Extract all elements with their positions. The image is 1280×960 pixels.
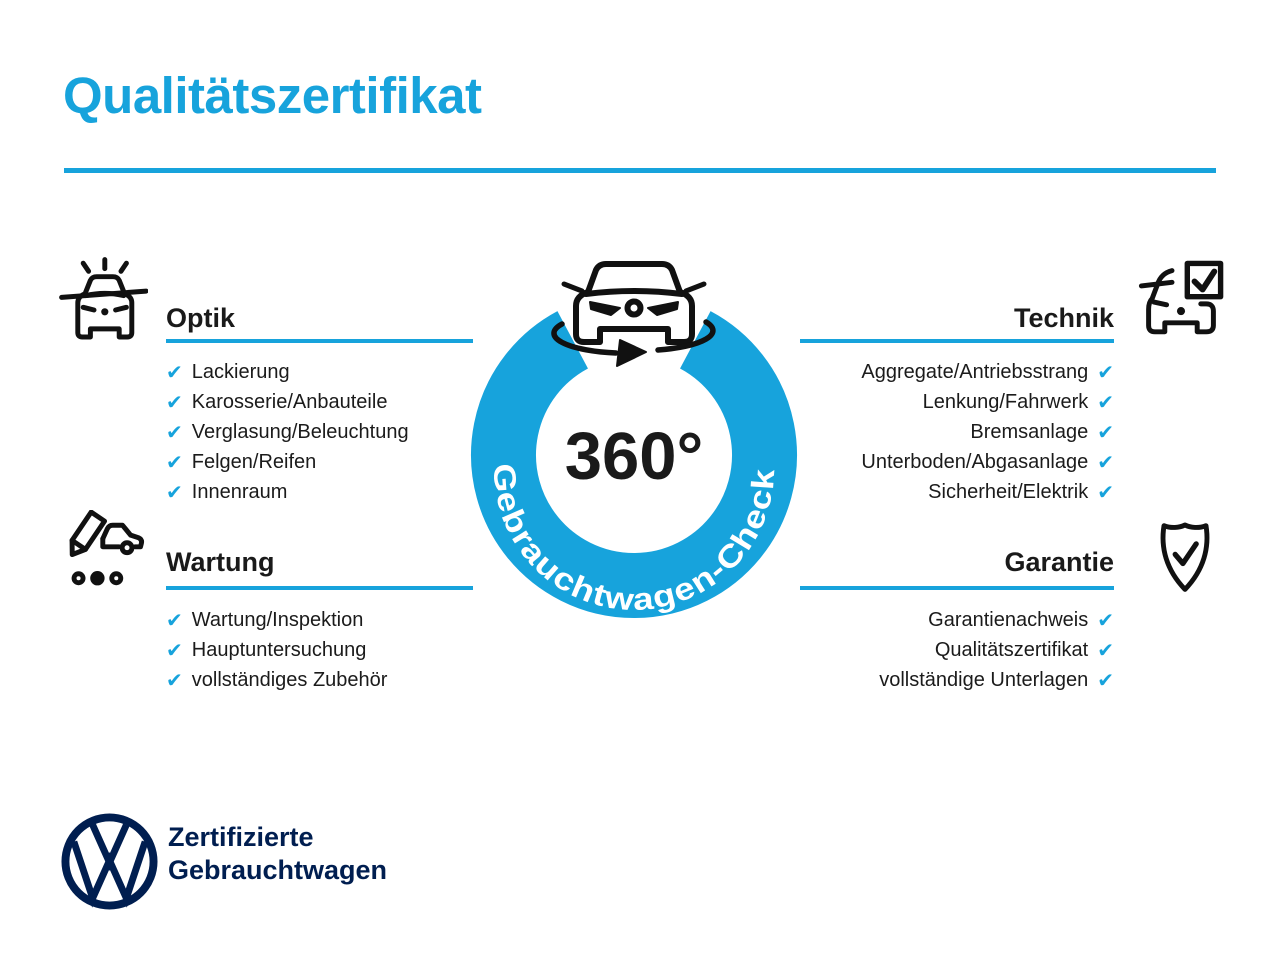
item-label: vollständige Unterlagen (879, 668, 1089, 691)
checklist-item: Bremsanlage ✔ (800, 417, 1114, 447)
item-label: Karosserie/Anbauteile (191, 390, 388, 413)
badge-ring (471, 311, 797, 618)
car-rotate-icon (551, 261, 716, 367)
checklist-item: ✔ Felgen/Reifen (166, 447, 409, 477)
item-label: Innenraum (191, 480, 288, 503)
title-divider (64, 168, 1216, 173)
footer-tagline-line1: Zertifizierte (168, 822, 314, 852)
shiny-car-icon (59, 257, 148, 340)
check-icon: ✔ (1097, 638, 1114, 662)
check-icon: ✔ (166, 450, 183, 474)
checklist-item: Garantienachweis ✔ (800, 605, 1114, 635)
checklist-garantie: Garantienachweis ✔ Qualitätszertifikat ✔… (800, 605, 1114, 695)
check-icon: ✔ (1097, 360, 1114, 384)
vw-logo (61, 813, 158, 910)
checklist-item: vollständige Unterlagen ✔ (800, 665, 1114, 695)
check-icon: ✔ (166, 420, 183, 444)
check-icon: ✔ (1097, 480, 1114, 504)
check-icon: ✔ (1097, 608, 1114, 632)
checklist-item: ✔ Karosserie/Anbauteile (166, 387, 409, 417)
item-label: Sicherheit/Elektrik (928, 480, 1089, 503)
check-icon: ✔ (1097, 668, 1114, 692)
checklist-optik: ✔ Lackierung ✔ Karosserie/Anbauteile ✔ V… (166, 357, 409, 507)
section-underline-optik (166, 339, 473, 343)
shield-check-icon (1160, 522, 1210, 592)
checklist-item: ✔ Wartung/Inspektion (166, 605, 387, 635)
check-icon: ✔ (166, 390, 183, 414)
section-title-optik: Optik (166, 303, 236, 333)
item-label: Qualitätszertifikat (934, 638, 1089, 661)
badge-degree-label: 360° (565, 419, 704, 494)
item-label: Felgen/Reifen (191, 450, 317, 473)
item-label: Garantienachweis (928, 608, 1089, 631)
item-label: Lenkung/Fahrwerk (922, 390, 1089, 413)
section-title-technik: Technik (1013, 303, 1114, 333)
check-icon: ✔ (166, 668, 183, 692)
section-title-garantie: Garantie (1004, 547, 1114, 577)
checklist-item: ✔ Hauptuntersuchung (166, 635, 387, 665)
check-icon: ✔ (1097, 450, 1114, 474)
checklist-wartung: ✔ Wartung/Inspektion ✔ Hauptuntersuchung… (166, 605, 387, 695)
section-title-wartung: Wartung (166, 547, 275, 577)
checklist-item: Lenkung/Fahrwerk ✔ (800, 387, 1114, 417)
checklist-technik: Aggregate/Antriebsstrang ✔ Lenkung/Fahrw… (800, 357, 1114, 507)
check-icon: ✔ (1097, 390, 1114, 414)
checklist-item: Sicherheit/Elektrik ✔ (800, 477, 1114, 507)
service-note-icon (69, 510, 145, 586)
check-icon: ✔ (1097, 420, 1114, 444)
footer-tagline: Zertifizierte Gebrauchtwagen (168, 821, 387, 887)
item-label: Aggregate/Antriebsstrang (861, 360, 1089, 383)
check-icon: ✔ (166, 480, 183, 504)
360-check-badge: Gebrauchtwagen-Check 360° (471, 261, 797, 618)
checklist-item: Qualitätszertifikat ✔ (800, 635, 1114, 665)
footer-tagline-line2: Gebrauchtwagen (168, 855, 388, 885)
checklist-item: ✔ Verglasung/Beleuchtung (166, 417, 409, 447)
checklist-item: Unterboden/Abgasanlage ✔ (800, 447, 1114, 477)
section-underline-technik (800, 339, 1114, 343)
check-icon: ✔ (166, 360, 183, 384)
checklist-item: Aggregate/Antriebsstrang ✔ (800, 357, 1114, 387)
item-label: Lackierung (191, 360, 290, 383)
item-label: Unterboden/Abgasanlage (861, 450, 1089, 473)
item-label: Verglasung/Beleuchtung (191, 420, 409, 443)
item-label: vollständiges Zubehör (191, 668, 388, 691)
item-label: Wartung/Inspektion (191, 608, 364, 631)
checklist-item: ✔ Lackierung (166, 357, 409, 387)
section-underline-wartung (166, 586, 473, 590)
item-label: Bremsanlage (970, 420, 1089, 443)
checklist-item: ✔ vollständiges Zubehör (166, 665, 387, 695)
section-underline-garantie (800, 586, 1114, 590)
checklist-item: ✔ Innenraum (166, 477, 409, 507)
check-icon: ✔ (166, 608, 183, 632)
item-label: Hauptuntersuchung (191, 638, 367, 661)
check-icon: ✔ (166, 638, 183, 662)
car-checkbox-icon (1138, 260, 1224, 335)
page-title: Qualitätszertifikat (63, 67, 482, 124)
